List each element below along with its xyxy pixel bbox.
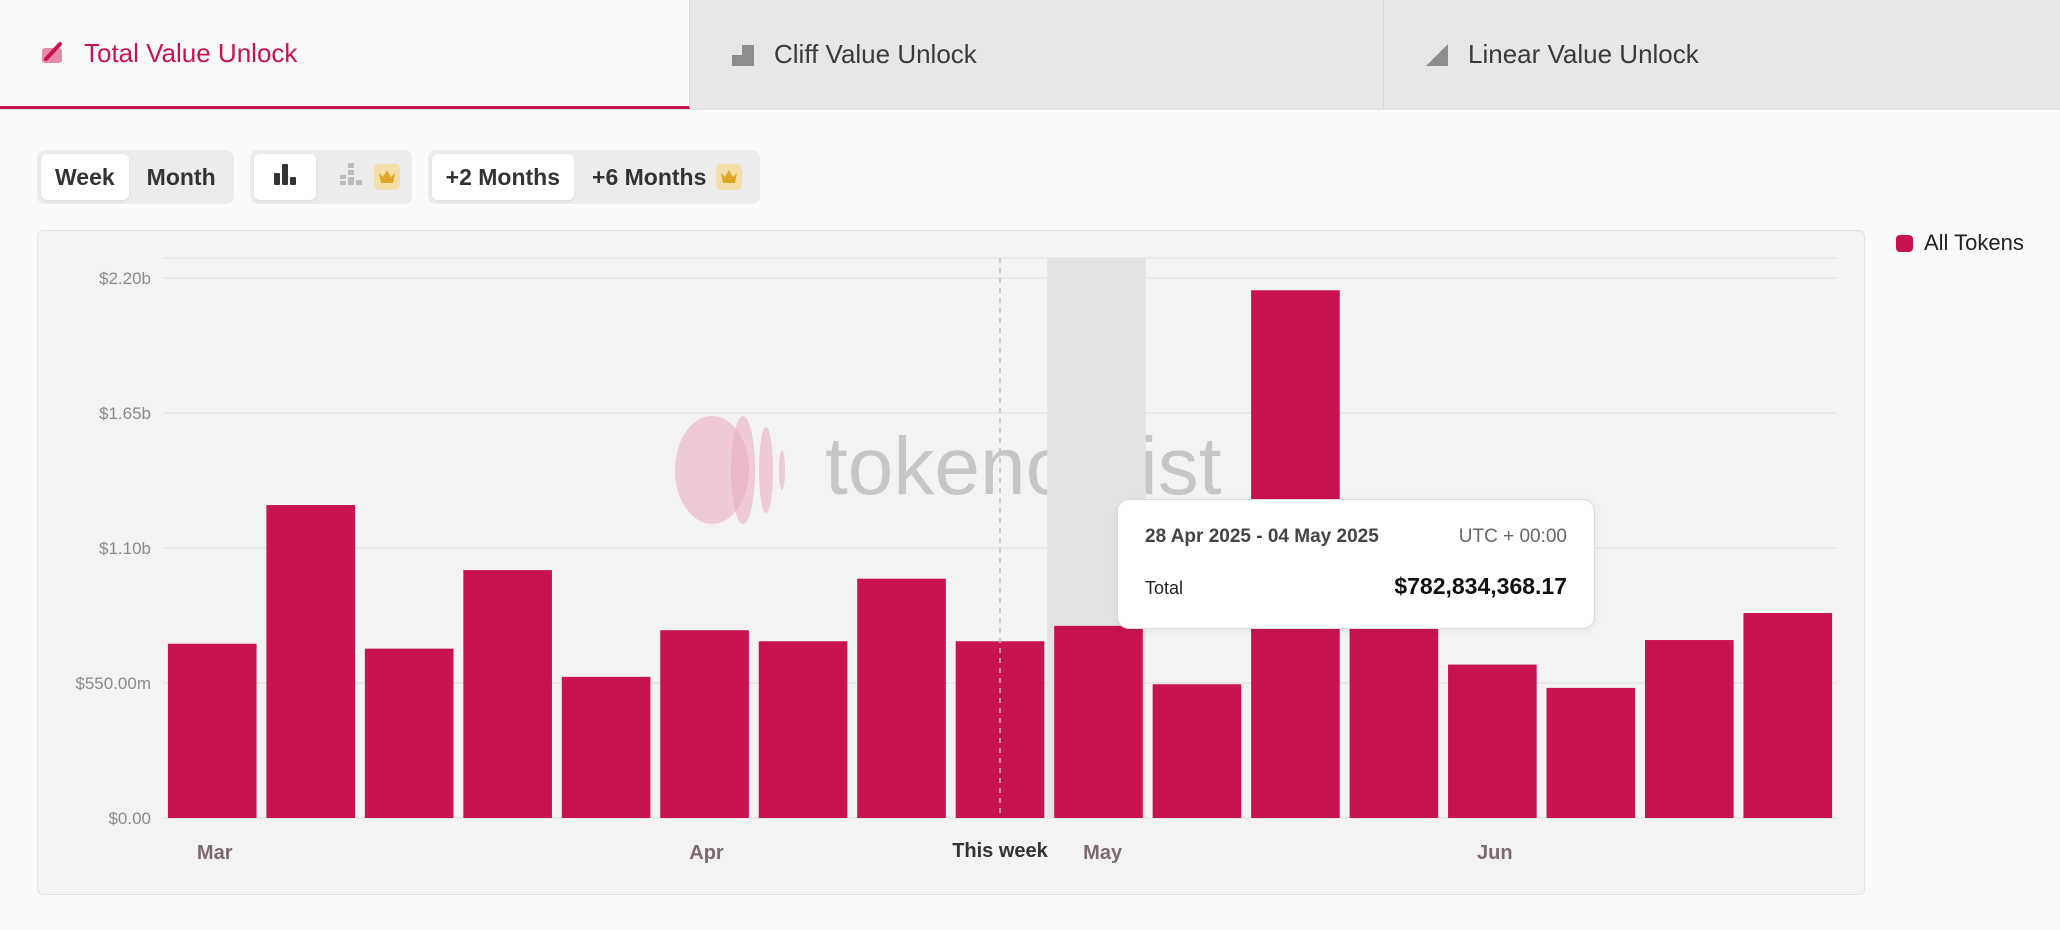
stacked-chart-icon (338, 161, 364, 193)
plus-6-months-button[interactable]: +6 Months (578, 154, 756, 200)
cliff-value-icon (730, 42, 756, 68)
tab-total-value-unlock[interactable]: Total Value Unlock (0, 0, 690, 109)
total-value-icon (40, 40, 66, 66)
legend-label: All Tokens (1924, 230, 2024, 255)
tab-bar: Total Value Unlock Cliff Value Unlock Li… (0, 0, 2060, 110)
premium-crown-icon (373, 164, 400, 190)
stacked-chart-button[interactable] (320, 154, 408, 200)
bar-chart-icon (272, 161, 298, 193)
chart-controls: Week Month +2 Months +6 Months (37, 150, 761, 204)
period-toggle: Week Month (37, 150, 234, 204)
tooltip-timezone: UTC + 00:00 (1458, 526, 1567, 547)
chart-style-toggle (249, 150, 412, 204)
tooltip-date-range: 28 Apr 2025 - 04 May 2025 (1145, 526, 1379, 547)
tooltip-total-value: $782,834,368.17 (1394, 573, 1567, 599)
tab-linear-value-unlock[interactable]: Linear Value Unlock (1384, 0, 2060, 109)
premium-crown-icon (716, 164, 743, 190)
tab-label: Total Value Unlock (84, 37, 298, 68)
chart-legend[interactable]: All Tokens (1896, 230, 2024, 256)
plus-2-months-button[interactable]: +2 Months (431, 154, 575, 200)
tooltip-total-label: Total (1145, 578, 1184, 598)
week-button[interactable]: Week (41, 154, 129, 200)
linear-value-icon (1424, 42, 1450, 68)
month-button[interactable]: Month (146, 163, 216, 190)
range-toggle: +2 Months +6 Months (427, 150, 761, 204)
tab-cliff-value-unlock[interactable]: Cliff Value Unlock (690, 0, 1384, 109)
bar-tooltip: 28 Apr 2025 - 04 May 2025 UTC + 00:00 To… (1117, 499, 1595, 629)
tab-label: Linear Value Unlock (1468, 39, 1699, 69)
legend-swatch (1896, 234, 1913, 252)
plus-6-months-label: +6 Months (592, 163, 707, 190)
tab-label: Cliff Value Unlock (774, 39, 977, 69)
bar-chart-button[interactable] (253, 154, 316, 200)
